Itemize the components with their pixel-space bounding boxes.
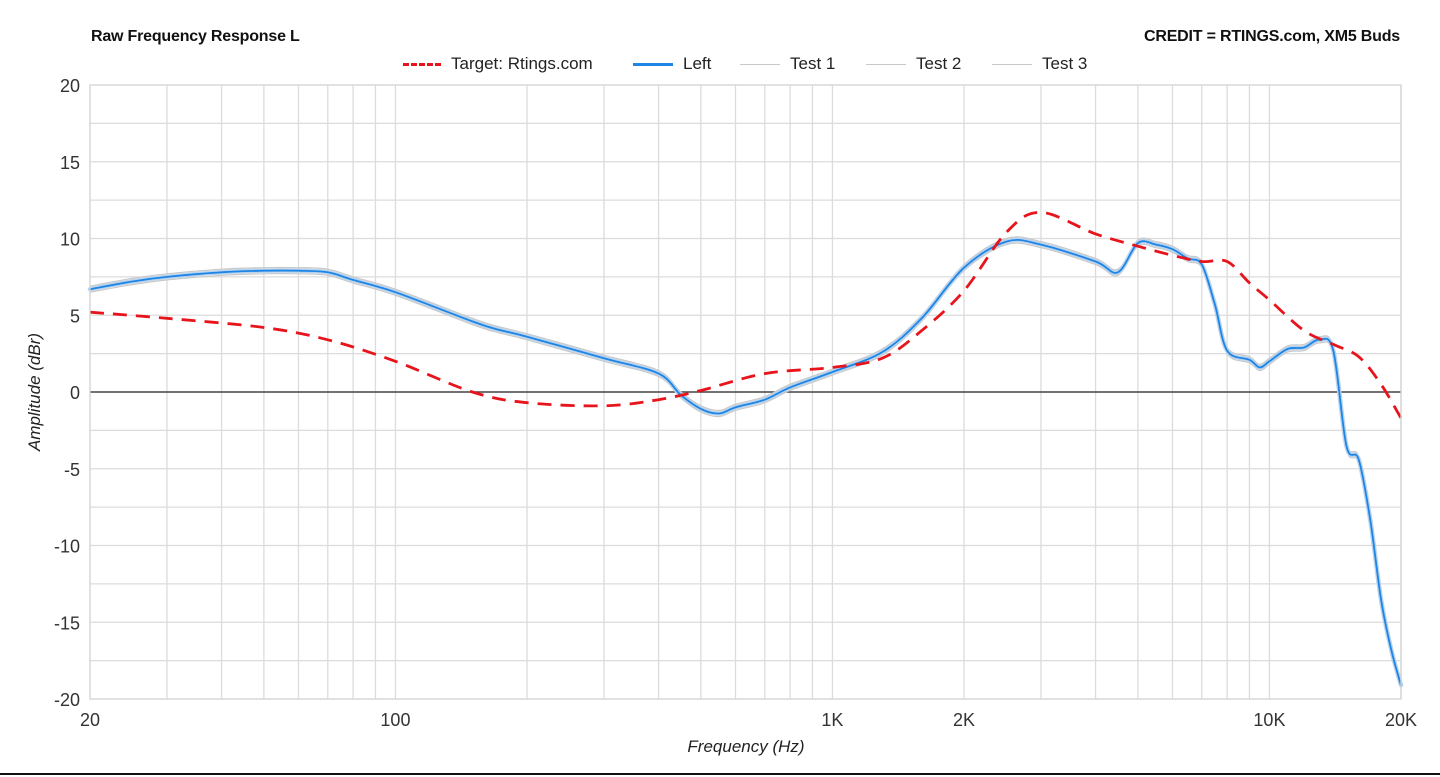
thin-line-swatch-icon [992,63,1032,65]
svg-text:2K: 2K [953,710,975,730]
series-test-1 [89,236,1402,683]
series-test-3 [89,237,1402,684]
svg-text:15: 15 [60,153,80,173]
y-axis-label: Amplitude (dBr) [25,333,44,452]
chart-title: Raw Frequency Response L [91,28,300,45]
svg-text:20: 20 [60,76,80,96]
svg-text:-15: -15 [54,613,80,633]
series-test-2 [89,242,1402,689]
legend-label: Test 3 [1042,54,1088,73]
svg-text:-5: -5 [64,460,80,480]
svg-text:100: 100 [380,710,410,730]
svg-text:20K: 20K [1385,710,1417,730]
legend-label: Target: Rtings.com [451,54,593,73]
series-target [89,210,1403,419]
thin-line-swatch-icon [740,63,780,65]
svg-text:-20: -20 [54,690,80,710]
svg-text:10K: 10K [1253,710,1285,730]
bottom-divider [0,773,1440,775]
thin-line-swatch-icon [866,63,906,65]
legend-item-target[interactable]: Target: Rtings.com [403,54,593,74]
svg-text:20: 20 [80,710,100,730]
legend-label: Test 1 [790,54,836,73]
svg-text:10: 10 [60,230,80,250]
legend-label: Left [683,54,712,73]
legend-item-test3[interactable]: Test 3 [992,54,1087,74]
svg-text:1K: 1K [821,710,843,730]
data-series [87,84,1404,700]
chart-legend: Target: Rtings.com Left Test 1 Test 2 Te… [0,54,1440,76]
series-left [89,239,1402,687]
dashed-line-swatch-icon [403,62,441,66]
legend-item-test2[interactable]: Test 2 [866,54,961,74]
legend-item-test1[interactable]: Test 1 [740,54,835,74]
svg-text:0: 0 [70,383,80,403]
legend-label: Test 2 [916,54,962,73]
chart-credit: CREDIT = RTINGS.com, XM5 Buds [1143,28,1400,45]
grid-lines [89,84,1402,700]
x-axis-ticks: 20 100 1K 2K 10K 20K [80,710,1417,730]
y-axis-ticks: 20 15 10 5 0 -5 -10 -15 -20 [54,76,80,710]
solid-line-swatch-icon [633,62,673,66]
svg-text:-10: -10 [54,537,80,557]
legend-item-left[interactable]: Left [633,54,711,74]
svg-text:5: 5 [70,306,80,326]
x-axis-label: Frequency (Hz) [687,737,804,756]
